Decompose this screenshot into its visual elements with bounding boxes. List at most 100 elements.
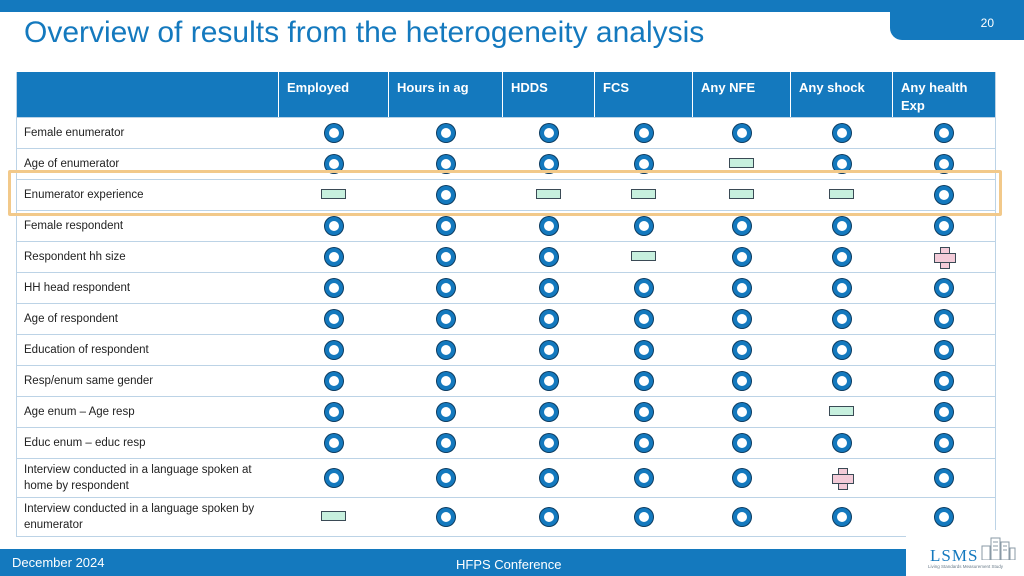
circle-icon: [634, 468, 653, 487]
results-table-container: Employed Hours in ag HDDS FCS Any NFE An…: [16, 72, 996, 537]
cell-hdds: [502, 272, 595, 304]
header-blank: [16, 72, 279, 118]
circle-icon: [634, 371, 653, 390]
circle-icon: [934, 309, 953, 328]
circle-icon: [634, 216, 653, 235]
page-number-tab: 20: [890, 0, 1024, 40]
cell-any-shock: [790, 179, 893, 211]
circle-icon: [732, 309, 751, 328]
row-label: Enumerator experience: [16, 179, 279, 211]
circle-icon: [634, 154, 653, 173]
circle-icon: [934, 185, 953, 204]
cell-employed: [278, 303, 389, 335]
table-row: Age of enumerator: [16, 148, 996, 180]
bar-icon: [321, 189, 346, 200]
cell-fcs: [594, 210, 693, 242]
circle-icon: [634, 278, 653, 297]
table-body: Female enumerator Age of enumerator Enumer…: [16, 117, 996, 537]
cell-hdds: [502, 179, 595, 211]
circle-icon: [436, 340, 455, 359]
circle-icon: [634, 340, 653, 359]
cell-employed: [278, 497, 389, 537]
cell-any-health-exp: [892, 458, 996, 498]
circle-icon: [539, 154, 558, 173]
circle-icon: [324, 433, 343, 452]
slide-title: Overview of results from the heterogenei…: [24, 16, 705, 49]
cell-fcs: [594, 241, 693, 273]
table-row: HH head respondent: [16, 272, 996, 304]
row-label: Respondent hh size: [16, 241, 279, 273]
cell-any-health-exp: [892, 334, 996, 366]
circle-icon: [539, 402, 558, 421]
logo-subtitle: Living Standards Measurement Study: [928, 564, 1004, 569]
cell-any-nfe: [692, 272, 791, 304]
circle-icon: [732, 123, 751, 142]
cell-any-shock: [790, 117, 893, 149]
circle-icon: [634, 507, 653, 526]
header-any-nfe: Any NFE: [692, 72, 791, 118]
row-label: Educ enum – educ resp: [16, 427, 279, 459]
cell-fcs: [594, 458, 693, 498]
circle-icon: [436, 507, 455, 526]
top-accent-strip: [0, 0, 1024, 12]
circle-icon: [732, 216, 751, 235]
cell-any-health-exp: [892, 210, 996, 242]
row-label: Resp/enum same gender: [16, 365, 279, 397]
cell-hdds: [502, 497, 595, 537]
circle-icon: [324, 247, 343, 266]
cell-hours-in-ag: [388, 179, 503, 211]
cell-any-shock: [790, 427, 893, 459]
cell-hours-in-ag: [388, 241, 503, 273]
circle-icon: [934, 468, 953, 487]
circle-icon: [436, 247, 455, 266]
cell-hours-in-ag: [388, 272, 503, 304]
cell-any-health-exp: [892, 365, 996, 397]
cell-hdds: [502, 241, 595, 273]
row-label: Age of enumerator: [16, 148, 279, 180]
cell-any-shock: [790, 334, 893, 366]
circle-icon: [732, 371, 751, 390]
cell-hdds: [502, 210, 595, 242]
circle-icon: [934, 371, 953, 390]
circle-icon: [436, 185, 455, 204]
table-header-row: Employed Hours in ag HDDS FCS Any NFE An…: [16, 72, 996, 118]
circle-icon: [539, 433, 558, 452]
bar-icon: [729, 158, 754, 169]
circle-icon: [324, 309, 343, 328]
footer-conference: HFPS Conference: [456, 557, 562, 572]
cell-fcs: [594, 303, 693, 335]
footer-date: December 2024: [12, 555, 105, 570]
cell-employed: [278, 210, 389, 242]
circle-icon: [324, 278, 343, 297]
cell-any-health-exp: [892, 148, 996, 180]
cell-hdds: [502, 334, 595, 366]
cell-fcs: [594, 365, 693, 397]
cell-any-shock: [790, 148, 893, 180]
cell-hours-in-ag: [388, 148, 503, 180]
lsms-logo: LSMS Living Standards Measurement Study: [906, 530, 1024, 576]
cell-hdds: [502, 427, 595, 459]
header-hdds: HDDS: [502, 72, 595, 118]
circle-icon: [539, 468, 558, 487]
table-row: Educ enum – educ resp: [16, 427, 996, 459]
cell-hdds: [502, 396, 595, 428]
cell-fcs: [594, 148, 693, 180]
circle-icon: [436, 216, 455, 235]
cell-employed: [278, 272, 389, 304]
circle-icon: [324, 371, 343, 390]
cell-employed: [278, 241, 389, 273]
circle-icon: [436, 309, 455, 328]
cell-any-nfe: [692, 179, 791, 211]
cell-hours-in-ag: [388, 396, 503, 428]
circle-icon: [634, 309, 653, 328]
circle-icon: [732, 402, 751, 421]
cell-any-nfe: [692, 117, 791, 149]
row-label: Age of respondent: [16, 303, 279, 335]
circle-icon: [934, 340, 953, 359]
circle-icon: [934, 507, 953, 526]
cell-hours-in-ag: [388, 497, 503, 537]
cell-hdds: [502, 303, 595, 335]
results-table: Employed Hours in ag HDDS FCS Any NFE An…: [16, 72, 996, 537]
cell-hours-in-ag: [388, 210, 503, 242]
cell-any-nfe: [692, 303, 791, 335]
